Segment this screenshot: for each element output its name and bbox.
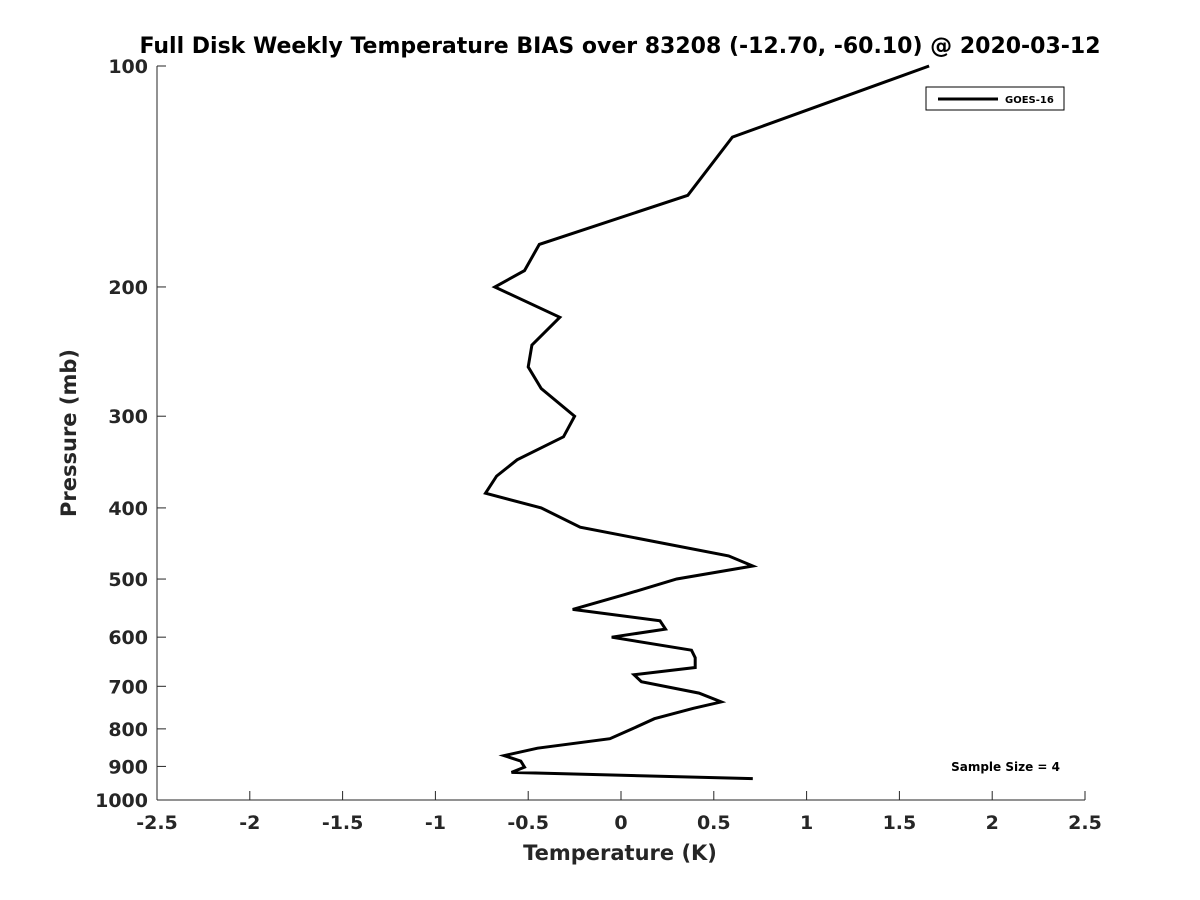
y-tick-label: 700	[108, 676, 148, 698]
x-tick-label: -1.5	[322, 812, 364, 834]
x-tick-label: 1.5	[883, 812, 917, 834]
x-tick-label: 1	[800, 812, 813, 834]
y-tick-label: 400	[108, 498, 148, 520]
x-tick-label: 0	[614, 812, 627, 834]
x-tick-label: 0.5	[697, 812, 731, 834]
legend-label-goes-16: GOES-16	[1005, 95, 1054, 106]
y-tick-label: 800	[108, 719, 148, 741]
x-tick-label: -2	[239, 812, 260, 834]
chart-title: Full Disk Weekly Temperature BIAS over 8…	[139, 34, 1100, 59]
sample-size-annotation: Sample Size = 4	[951, 760, 1060, 774]
y-tick-label: 900	[108, 756, 148, 778]
y-tick-label: 300	[108, 406, 148, 428]
series-line-goes-16	[483, 64, 930, 781]
x-axis-ticks: -2.5 -2 -1.5 -1 -0.5 0 0.5 1 1.5 2 2.5	[136, 791, 1102, 834]
y-tick-label: 600	[108, 627, 148, 649]
x-tick-label: -0.5	[507, 812, 549, 834]
y-tick-label: 200	[108, 277, 148, 299]
series-layer	[483, 64, 930, 781]
y-tick-label: 100	[108, 56, 148, 78]
x-tick-label: -1	[425, 812, 446, 834]
y-tick-label: 1000	[95, 790, 148, 812]
y-tick-label: 500	[108, 569, 148, 591]
x-tick-label: -2.5	[136, 812, 178, 834]
x-axis-label: Temperature (K)	[523, 841, 717, 865]
x-tick-label: 2.5	[1068, 812, 1102, 834]
y-axis-ticks: 100 200 300 400 500 600 700 800 900 1000	[95, 56, 166, 812]
y-axis-label: Pressure (mb)	[57, 349, 81, 517]
x-tick-label: 2	[986, 812, 999, 834]
legend: GOES-16	[925, 86, 1065, 111]
